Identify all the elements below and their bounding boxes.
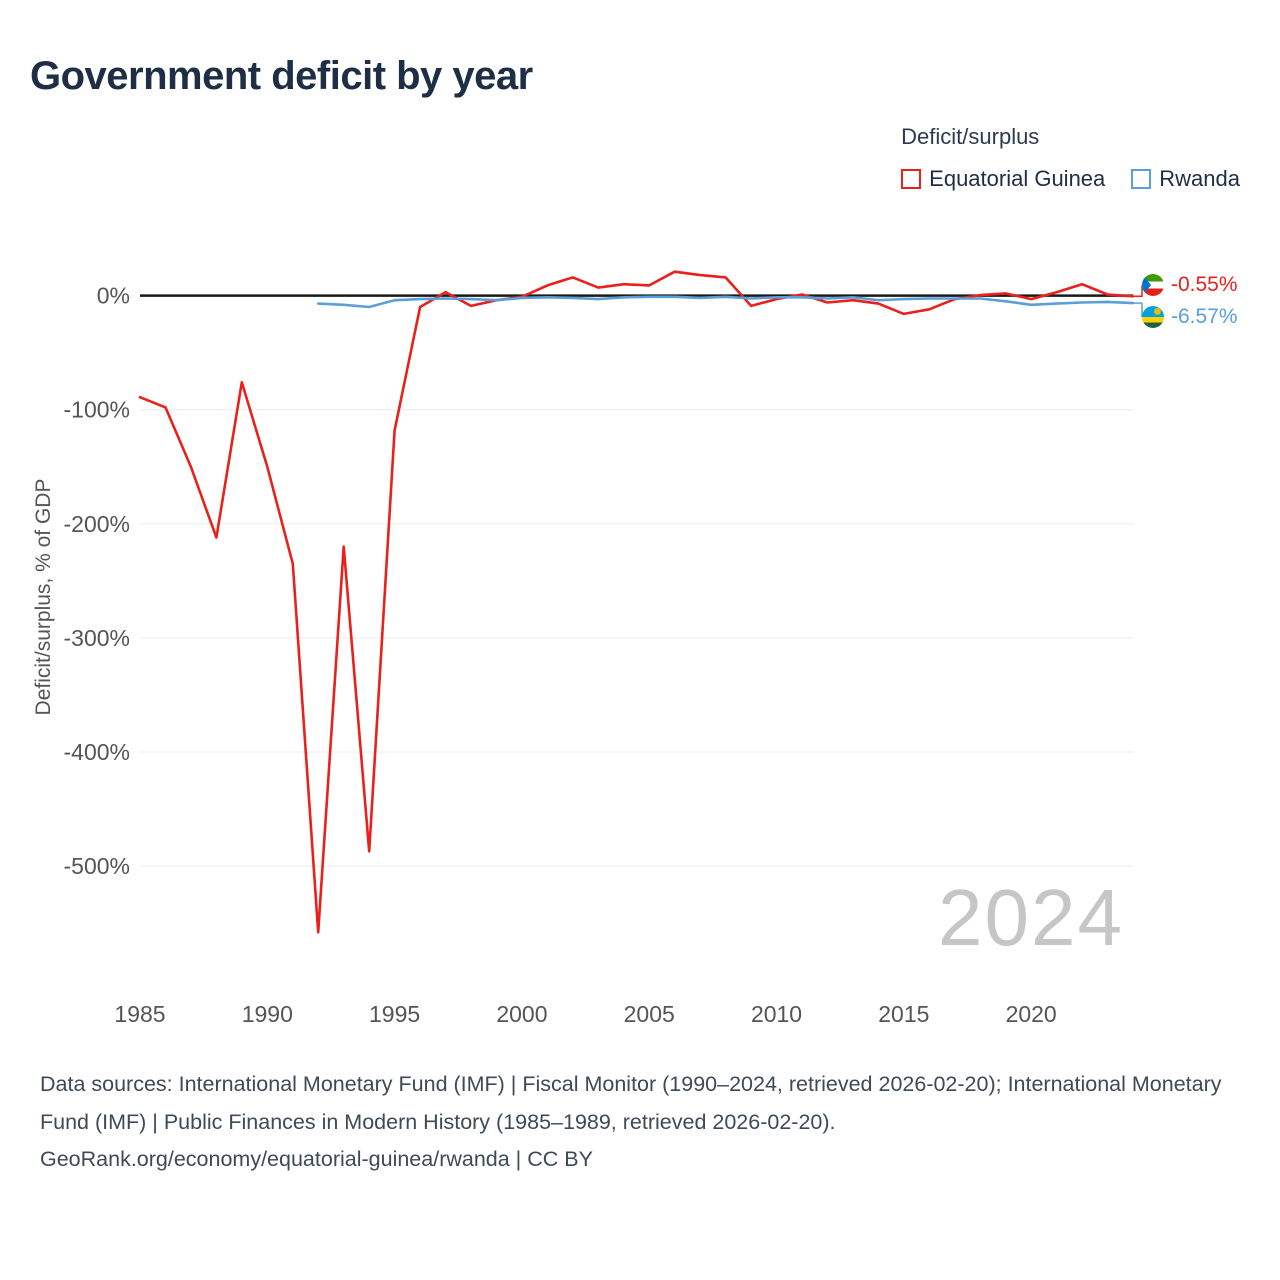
- chart-title: Government deficit by year: [30, 54, 533, 98]
- equatorial-guinea-connector: [1134, 285, 1143, 298]
- y-tick-label: -100%: [64, 397, 130, 423]
- y-tick-label: 0%: [97, 283, 130, 309]
- sources-text: Data sources: International Monetary Fun…: [40, 1072, 1222, 1134]
- y-tick-label: -200%: [64, 511, 130, 537]
- x-tick-label: 1995: [369, 1001, 420, 1027]
- equatorial-guinea-swatch: [901, 169, 922, 189]
- equatorial-guinea-line: [138, 270, 1135, 934]
- data-sources: Data sources: International Monetary Fun…: [40, 1066, 1252, 1179]
- legend: Deficit/surplus Equatorial Guinea Rwanda: [901, 124, 1240, 192]
- x-tick-label: 2005: [624, 1001, 675, 1027]
- x-tick-label: 2010: [751, 1001, 802, 1027]
- rwanda-flag-icon: [1142, 306, 1164, 328]
- x-tick-label: 2000: [496, 1001, 547, 1027]
- rwanda-swatch: [1131, 169, 1152, 189]
- watermark-year: 2024: [938, 873, 1124, 962]
- equatorial-guinea-flag-icon: [1142, 274, 1164, 296]
- legend-item-equatorial-guinea[interactable]: Equatorial Guinea: [901, 166, 1105, 192]
- attribution-text[interactable]: GeoRank.org/economy/equatorial-guinea/rw…: [40, 1147, 593, 1172]
- legend-label-equatorial-guinea: Equatorial Guinea: [929, 166, 1106, 191]
- legend-item-rwanda[interactable]: Rwanda: [1131, 166, 1240, 192]
- x-tick-label: 2020: [1006, 1001, 1057, 1027]
- y-tick-label: -500%: [64, 853, 130, 879]
- x-tick-label: 1985: [114, 1001, 165, 1027]
- x-tick-label: 2015: [878, 1001, 929, 1027]
- x-tick-label: 1990: [242, 1001, 293, 1027]
- end-label-equatorial-guinea: -0.55%: [1142, 273, 1238, 297]
- y-tick-label: -400%: [64, 739, 130, 765]
- end-value-equatorial-guinea: -0.55%: [1171, 273, 1238, 296]
- legend-items: Equatorial Guinea Rwanda: [901, 166, 1240, 192]
- end-label-rwanda: -6.57%: [1142, 305, 1238, 329]
- legend-title: Deficit/surplus: [901, 124, 1040, 149]
- rwanda-line: [316, 295, 1135, 309]
- legend-label-rwanda: Rwanda: [1159, 166, 1240, 191]
- rwanda-connector: [1134, 302, 1143, 318]
- end-value-rwanda: -6.57%: [1171, 305, 1238, 328]
- y-tick-label: -300%: [64, 625, 130, 651]
